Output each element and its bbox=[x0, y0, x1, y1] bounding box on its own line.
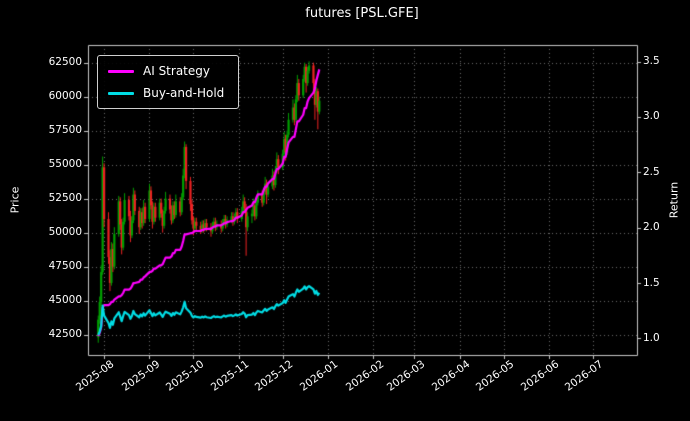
legend-item-ai-strategy: AI Strategy bbox=[108, 64, 224, 78]
return-axis-tick-label: 2.0 bbox=[643, 221, 660, 234]
ai-strategy-line-swatch bbox=[108, 69, 134, 73]
price-axis-tick-label: 45000 bbox=[48, 294, 82, 307]
legend: AI Strategy Buy-and-Hold bbox=[97, 55, 240, 109]
price-axis-tick-label: 52500 bbox=[48, 192, 82, 205]
return-axis-tick-label: 1.5 bbox=[643, 276, 660, 289]
legend-item-buy-and-hold: Buy-and-Hold bbox=[108, 86, 224, 100]
price-axis-tick-label: 47500 bbox=[48, 260, 82, 273]
return-axis-tick-label: 1.0 bbox=[643, 331, 660, 344]
return-axis-tick-label: 2.5 bbox=[643, 165, 660, 178]
y-axis-label-return: Return bbox=[667, 181, 681, 219]
return-axis-tick-label: 3.5 bbox=[643, 55, 660, 68]
legend-label-ai-strategy: AI Strategy bbox=[143, 64, 210, 78]
buy-and-hold-line-swatch bbox=[108, 91, 134, 95]
price-axis-tick-label: 50000 bbox=[48, 226, 82, 239]
price-axis-tick-label: 57500 bbox=[48, 124, 82, 137]
legend-label-buy-and-hold: Buy-and-Hold bbox=[143, 86, 225, 100]
y-axis-label-price: Price bbox=[8, 186, 22, 214]
chart-title: futures [PSL.GFE] bbox=[305, 6, 419, 21]
price-axis-tick-label: 60000 bbox=[48, 90, 82, 103]
price-axis-tick-label: 55000 bbox=[48, 158, 82, 171]
price-axis-tick-label: 42500 bbox=[48, 328, 82, 341]
return-axis-tick-label: 3.0 bbox=[643, 110, 660, 123]
price-axis-tick-label: 62500 bbox=[48, 56, 82, 69]
